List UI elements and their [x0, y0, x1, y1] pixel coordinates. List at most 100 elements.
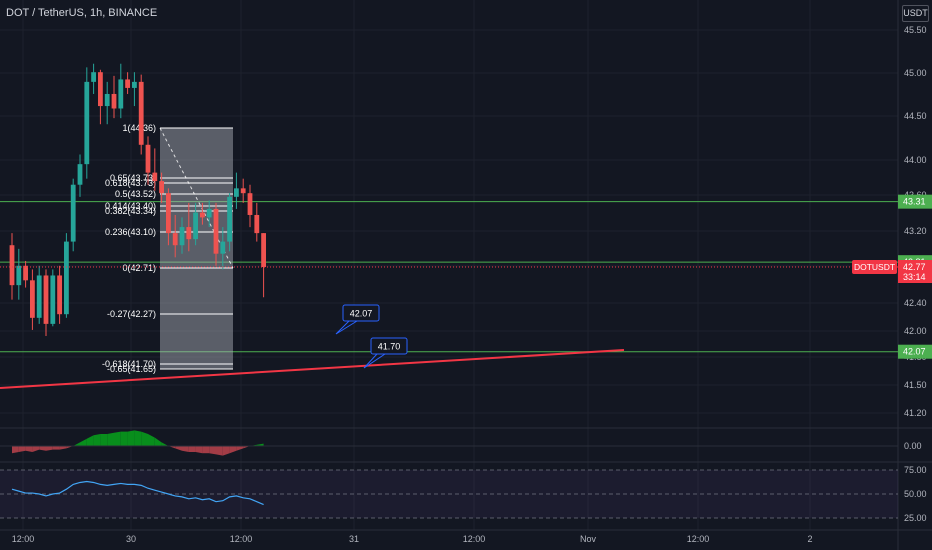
currency-badge[interactable]: USDT	[902, 5, 929, 22]
macd-negative-segment	[25, 446, 33, 452]
macd-positive-segment	[107, 432, 114, 446]
rsi-tick-label: 50.00	[904, 489, 927, 499]
macd-negative-segment	[52, 446, 60, 450]
macd-negative-segment	[188, 446, 196, 452]
price-tick-label: 45.50	[904, 25, 927, 35]
macd-positive-segment	[100, 434, 108, 446]
fib-level-label: -0.27(42.27)	[107, 309, 156, 319]
macd-negative-segment	[202, 446, 210, 454]
last-price-label: 42.77	[903, 262, 926, 272]
symbol-tag-label: DOTUSDT	[854, 262, 895, 272]
fib-level-label: 0.618(43.73)	[105, 178, 156, 188]
time-tick-label: 31	[349, 534, 359, 544]
candle-body	[172, 233, 178, 246]
trendline-tool[interactable]	[0, 349, 625, 389]
macd-negative-segment	[168, 446, 176, 449]
fib-level-label: 0.382(43.34)	[105, 206, 156, 216]
macd-positive-segment	[73, 442, 80, 446]
candle-body	[254, 214, 260, 234]
macd-negative-segment	[195, 446, 203, 454]
macd-negative-segment	[12, 446, 19, 454]
rsi-tick-label: 25.00	[904, 513, 927, 523]
candle-body	[213, 208, 219, 254]
candle-body	[193, 212, 198, 240]
candle-body	[234, 188, 239, 197]
candle-body	[247, 193, 253, 215]
macd-negative-segment	[243, 446, 250, 449]
macd-positive-segment	[161, 442, 169, 446]
callout-box[interactable]	[370, 337, 408, 355]
candle-body	[186, 227, 192, 240]
price-tick-label: 44.50	[904, 111, 927, 121]
candle-body	[64, 241, 69, 315]
macd-positive-segment	[127, 430, 135, 446]
price-tick-label: 44.00	[904, 155, 927, 165]
price-tick-label: 41.20	[904, 408, 927, 418]
fib-level-label: -0.65(41.65)	[107, 364, 156, 374]
macd-negative-segment	[182, 446, 189, 452]
candle-body	[220, 241, 226, 254]
symbol-tag-box	[852, 260, 897, 274]
fib-level-label: 0.236(43.10)	[105, 227, 156, 237]
symbol-title[interactable]: DOT / TetherUS, 1h, BINANCE	[6, 7, 158, 19]
fib-level-label: 0.414(43.40)	[105, 201, 156, 211]
macd-histogram	[0, 430, 898, 456]
trendline[interactable]	[0, 349, 625, 389]
time-tick-label: 12:00	[12, 534, 35, 544]
candle-body	[145, 144, 151, 173]
fib-level-label: 0.5(43.52)	[115, 189, 156, 199]
macd-positive-segment	[154, 437, 162, 446]
rsi-tick-label: 75.00	[904, 465, 927, 475]
macd-negative-segment	[18, 446, 26, 452]
price-tick-label: 41.50	[904, 380, 927, 390]
candle-body	[125, 79, 130, 88]
macd-positive-segment	[141, 431, 148, 446]
price-tick-label: 43.20	[904, 226, 927, 236]
candle-body	[77, 164, 83, 185]
bar-countdown-label: 33:14	[903, 272, 926, 282]
candlestick-series	[9, 63, 266, 336]
price-tick-label: 42.40	[904, 298, 927, 308]
time-tick-label: 30	[126, 534, 136, 544]
candle-body	[43, 275, 49, 324]
price-tag-box	[898, 344, 932, 359]
candle-body	[132, 81, 137, 88]
price-tick-label: 42.00	[904, 326, 927, 336]
price-tick-label: 45.00	[904, 68, 927, 78]
candle-body	[166, 193, 171, 234]
time-axis[interactable]: 12:00 30 12:00 31 12:00 Nov 12:00 2	[12, 534, 813, 544]
macd-positive-segment	[148, 434, 155, 446]
candle-body	[227, 196, 232, 242]
time-tick-label: 12:00	[463, 534, 486, 544]
macd-tick-label: 0.00	[904, 441, 922, 451]
macd-positive-segment	[93, 434, 101, 446]
macd-negative-segment	[175, 446, 182, 451]
macd-negative-segment	[229, 446, 237, 454]
horizontal-lines[interactable]	[0, 201, 898, 353]
macd-negative-segment	[32, 446, 40, 452]
candle-body	[70, 184, 76, 242]
fib-retracement-tool[interactable]: 1(44.36)0.65(43.73)0.618(43.73)0.5(43.52…	[102, 123, 234, 374]
macd-negative-segment	[66, 446, 74, 449]
macd-negative-segment	[216, 446, 223, 456]
macd-negative-segment	[46, 446, 53, 451]
price-tag-label: 42.07	[903, 347, 926, 357]
macd-negative-segment	[222, 446, 230, 456]
callout-annotations[interactable]: 42.07 41.70	[335, 304, 408, 369]
candle-body	[98, 72, 103, 107]
callout-pointer	[363, 353, 386, 369]
fib-level-label: -0.618(41.70)	[102, 359, 156, 369]
time-tick-label: 12:00	[230, 534, 253, 544]
macd-negative-segment	[39, 446, 46, 451]
macd-positive-segment	[114, 431, 121, 446]
callout-label: 41.70	[378, 342, 401, 352]
candle-body	[118, 79, 124, 109]
time-tick-label: 12:00	[687, 534, 710, 544]
rsi-line	[11, 480, 264, 506]
callout-box[interactable]	[342, 304, 380, 322]
candle-body	[152, 172, 158, 182]
macd-positive-segment	[86, 435, 94, 446]
candle-body	[104, 93, 110, 107]
indicator-backgrounds	[0, 469, 898, 519]
